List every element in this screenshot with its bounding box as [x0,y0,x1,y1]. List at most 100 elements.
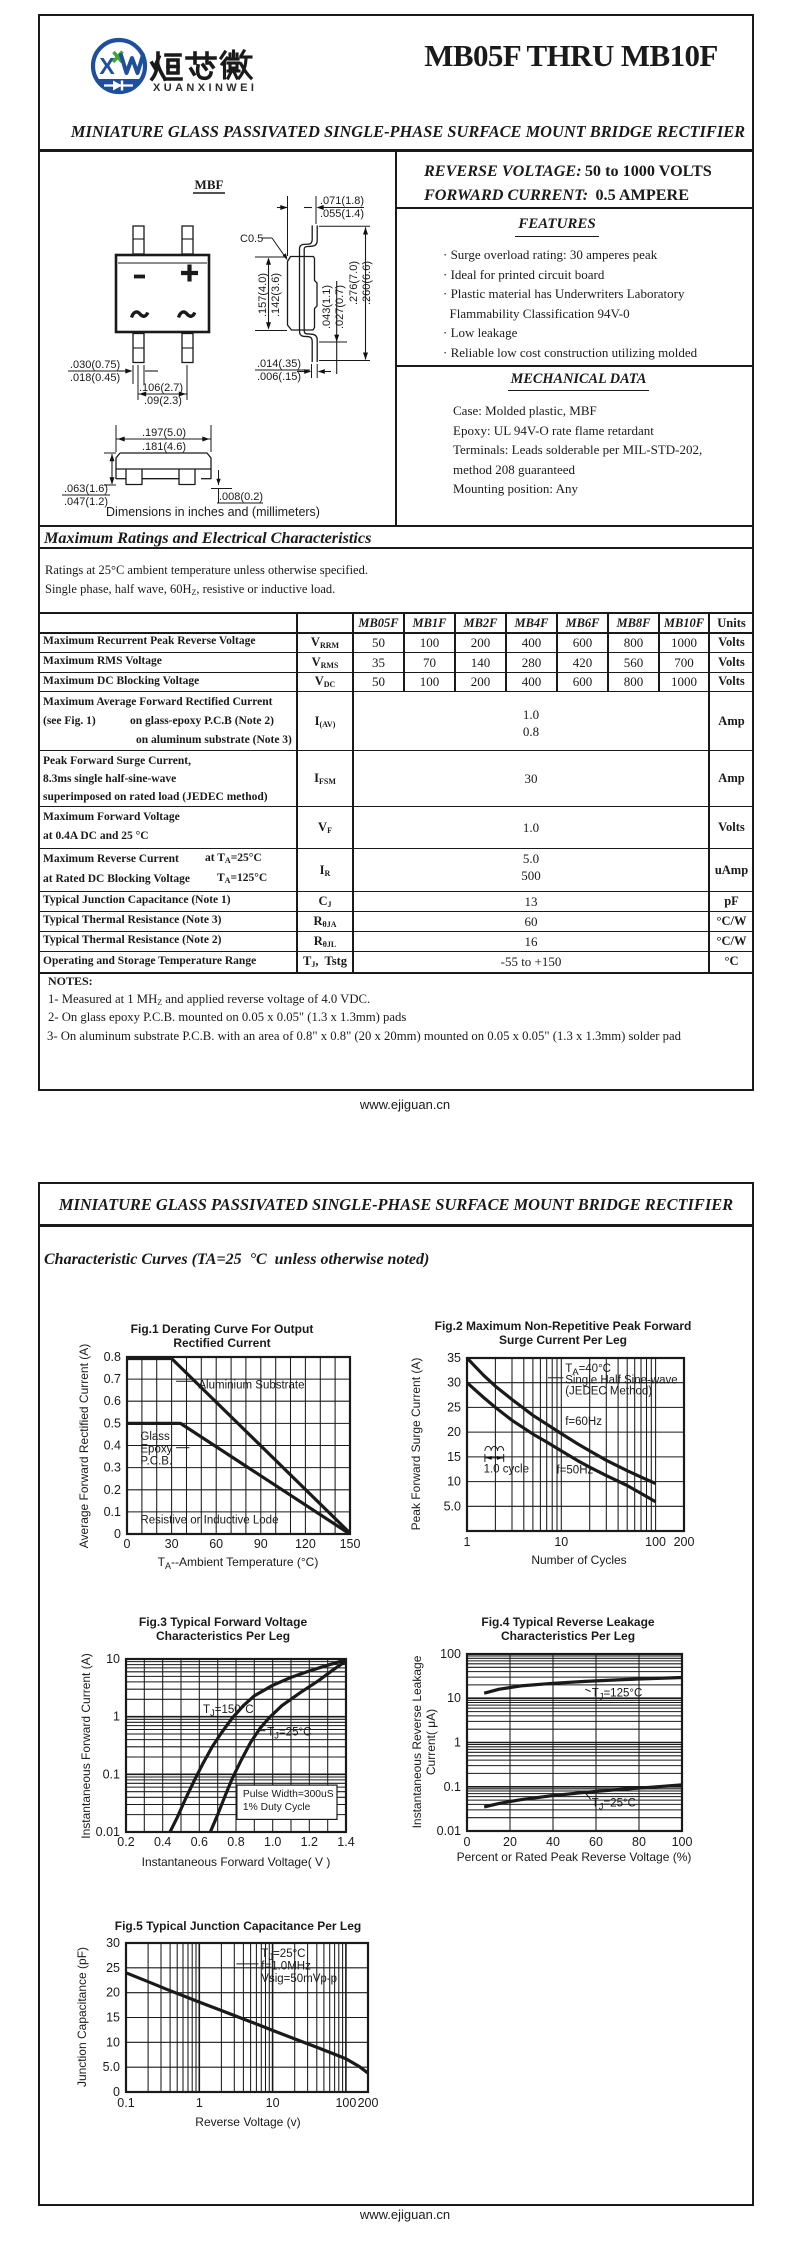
svg-text:.276(7.0): .276(7.0) [348,261,360,305]
svg-text:0: 0 [464,1835,471,1849]
svg-text:5.0: 5.0 [444,1499,461,1513]
svg-text:Single Half Sine-wave: Single Half Sine-wave [565,1374,678,1386]
svg-text:.197(5.0): .197(5.0) [142,427,186,439]
svg-text:Fig.4 Typical Reverse Leakage: Fig.4 Typical Reverse Leakage [481,1615,655,1629]
svg-text:1.0 cycle: 1.0 cycle [484,1464,529,1476]
svg-text:Epoxy: Epoxy [140,1443,172,1455]
svg-text:40: 40 [546,1835,560,1849]
svg-text:20: 20 [106,1986,120,2000]
svg-text:5.0: 5.0 [103,2060,120,2074]
svg-text:TA=40°C: TA=40°C [565,1363,611,1378]
svg-text:1: 1 [464,1535,471,1549]
svg-text:Characteristics Per Leg: Characteristics Per Leg [501,1629,635,1643]
svg-text:80: 80 [632,1835,646,1849]
svg-text:.047(1.2): .047(1.2) [64,496,108,508]
svg-text:100: 100 [335,2096,356,2110]
svg-text:f=1.0MHz: f=1.0MHz [261,1960,311,1972]
svg-text:Fig.1 Derating Curve For Outpu: Fig.1 Derating Curve For Output [131,1322,314,1336]
svg-text:Resistive or Inductive Lode: Resistive or Inductive Lode [140,1515,278,1527]
svg-text:25: 25 [106,1961,120,1975]
svg-text:Reverse Voltage (v): Reverse Voltage (v) [195,2115,300,2129]
svg-text:10: 10 [554,1535,568,1549]
svg-text:0.01: 0.01 [96,1825,120,1839]
svg-text:0.2: 0.2 [117,1835,134,1849]
svg-text:.027(0.7): .027(0.7) [334,285,346,329]
svg-text:30: 30 [106,1936,120,1950]
svg-text:10: 10 [266,2096,280,2110]
svg-text:Rectified Current: Rectified Current [173,1336,270,1350]
svg-text:Aluminium Substrate: Aluminium Substrate [198,1380,304,1392]
svg-text:1: 1 [196,2096,203,2110]
svg-text:0.1: 0.1 [117,2096,134,2110]
svg-text:TJ=125°C: TJ=125°C [592,1688,643,1703]
svg-text:30: 30 [165,1537,179,1551]
svg-text:TJ=150°C: TJ=150°C [203,1704,254,1719]
svg-text:200: 200 [674,1535,695,1549]
svg-text:.006(.15): .006(.15) [257,371,301,383]
svg-text:Pulse Width=300uS: Pulse Width=300uS [243,1789,334,1800]
svg-text:1.4: 1.4 [337,1835,354,1849]
svg-text:.157(4.0): .157(4.0) [257,273,269,317]
svg-text:Fig.5 Typical Junction Capacit: Fig.5 Typical Junction Capacitance Per L… [115,1919,362,1933]
svg-text:0.7: 0.7 [104,1372,121,1386]
svg-text:Number of Cycles: Number of Cycles [531,1553,626,1567]
svg-text:TJ=25°C: TJ=25°C [267,1727,311,1742]
svg-text:15: 15 [106,2011,120,2025]
svg-text:0.4: 0.4 [154,1835,171,1849]
svg-text:10: 10 [106,2035,120,2049]
svg-text:90: 90 [254,1537,268,1551]
svg-text:0: 0 [124,1537,131,1551]
svg-text:.030(0.75): .030(0.75) [70,359,120,371]
svg-text:.014(.35): .014(.35) [257,358,301,370]
svg-text:20: 20 [447,1425,461,1439]
svg-text:TJ=25°C: TJ=25°C [592,1798,636,1813]
svg-text:Fig.2 Maximum Non-Repetitive P: Fig.2 Maximum Non-Repetitive Peak Forwar… [435,1319,692,1333]
svg-text:0: 0 [114,1527,121,1541]
svg-text:.008(0.2): .008(0.2) [219,491,263,503]
svg-text:Dimensions in inches and (mill: Dimensions in inches and (millimeters) [106,505,320,519]
svg-text:.055(1.4): .055(1.4) [320,208,364,220]
svg-text:0.1: 0.1 [103,1767,120,1781]
svg-text:.09(2.3): .09(2.3) [144,395,182,407]
svg-text:P.C.B.: P.C.B. [140,1456,172,1468]
svg-text:1: 1 [454,1736,461,1750]
svg-text:.063(1.6): .063(1.6) [64,483,108,495]
svg-text:.142(3.6): .142(3.6) [270,273,282,317]
svg-text:0.01: 0.01 [437,1824,461,1838]
svg-text:0.2: 0.2 [104,1483,121,1497]
svg-text:150: 150 [340,1537,361,1551]
svg-text:10: 10 [447,1475,461,1489]
svg-text:Peak Forward Surge Current (A): Peak Forward Surge Current (A) [409,1358,423,1531]
svg-text:Instantaneous Reverse Leakage: Instantaneous Reverse Leakage [410,1655,424,1828]
svg-text:Vsig=50mVp-p: Vsig=50mVp-p [261,1973,337,1985]
svg-text:0.8: 0.8 [227,1835,244,1849]
svg-text:.181(4.6): .181(4.6) [142,441,186,453]
svg-text:C0.5: C0.5 [240,233,263,245]
svg-text:100: 100 [645,1535,666,1549]
svg-text:60: 60 [209,1537,223,1551]
svg-text:10: 10 [447,1691,461,1705]
svg-text:0: 0 [113,2085,120,2099]
svg-text:0.1: 0.1 [444,1780,461,1794]
svg-text:20: 20 [503,1835,517,1849]
svg-text:TA--Ambient Temperature (°C): TA--Ambient Temperature (°C) [158,1555,319,1571]
svg-text:1: 1 [113,1710,120,1724]
svg-text:200: 200 [358,2096,379,2110]
svg-text:0.6: 0.6 [191,1835,208,1849]
svg-text:120: 120 [295,1537,316,1551]
svg-text:60: 60 [589,1835,603,1849]
svg-text:1.2: 1.2 [301,1835,318,1849]
svg-text:Instantaneous Forward Current: Instantaneous Forward Current (A) [79,1653,93,1838]
svg-text:30: 30 [447,1376,461,1390]
svg-text:.018(0.45): .018(0.45) [70,372,120,384]
svg-text:Glass: Glass [140,1431,170,1443]
svg-text:f=50Hz: f=50Hz [557,1465,594,1477]
svg-text:.071(1.8): .071(1.8) [320,195,364,207]
svg-text:.043(1.1): .043(1.1) [321,285,333,329]
svg-text:1% Duty Cycle: 1% Duty Cycle [243,1802,311,1813]
svg-text:25: 25 [447,1400,461,1414]
svg-text:(JEDEC Method): (JEDEC Method) [565,1386,652,1398]
svg-text:X: X [99,53,115,79]
svg-text:.260(6.6): .260(6.6) [361,261,373,305]
svg-text:Instantaneous Forward Voltage(: Instantaneous Forward Voltage( V ) [142,1855,331,1869]
